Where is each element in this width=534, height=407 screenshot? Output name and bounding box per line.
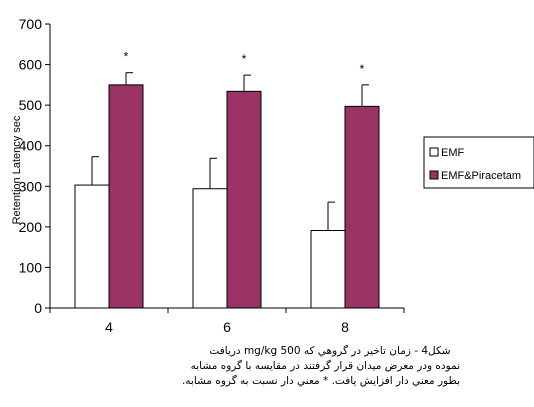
y-tick-label: 500 [19, 97, 43, 113]
bars [74, 84, 380, 309]
x-tick-label: 8 [341, 319, 349, 335]
y-tick-labels: 0 100 200 300 400 500 600 700 [19, 16, 43, 316]
legend-swatch [429, 147, 439, 157]
bar-emf-4 [74, 184, 110, 309]
x-tick-label: 6 [223, 319, 231, 335]
y-tick-label: 700 [19, 16, 43, 32]
figure-caption: شكل4 - زمان تاخير در گروهي كه mg/kg 500 … [181, 344, 460, 389]
y-tick-label: 0 [34, 300, 42, 316]
y-tick-label: 200 [19, 219, 43, 235]
significance-markers: * * * [124, 50, 365, 76]
bar-emf-piracetam-8 [344, 105, 380, 309]
legend-box [423, 136, 534, 189]
bar-emf-6 [192, 188, 228, 309]
caption-line-3: بطور معني دار افزايش يافت. * معني دار نس… [181, 375, 460, 387]
y-tick-label: 600 [19, 57, 43, 73]
x-tick-label: 4 [105, 319, 113, 335]
caption-line-1: شكل4 - زمان تاخير در گروهي كه mg/kg 500 … [209, 345, 451, 357]
y-tick-label: 400 [19, 138, 43, 154]
x-tick-labels: 4 6 8 [105, 319, 349, 335]
bar-emf-piracetam-4 [108, 84, 144, 309]
error-bars [91, 72, 369, 231]
legend-label: EMF&Piracetam [441, 170, 521, 182]
legend-swatch [429, 170, 439, 180]
y-tick-label: 300 [19, 178, 43, 194]
bar-emf-piracetam-6 [226, 90, 262, 309]
significance-star: * [360, 62, 365, 76]
legend: EMF EMF&Piracetam [423, 136, 534, 189]
significance-star: * [124, 50, 129, 64]
y-axis-label: Retention Latency sec [11, 115, 23, 224]
caption-line-2: نموده ودر معرض ميدان قرار گرفتند در مقاي… [190, 360, 460, 372]
significance-star: * [242, 52, 247, 66]
y-tick-label: 100 [19, 259, 43, 275]
legend-label: EMF [441, 147, 465, 159]
bar-emf-8 [310, 230, 346, 309]
